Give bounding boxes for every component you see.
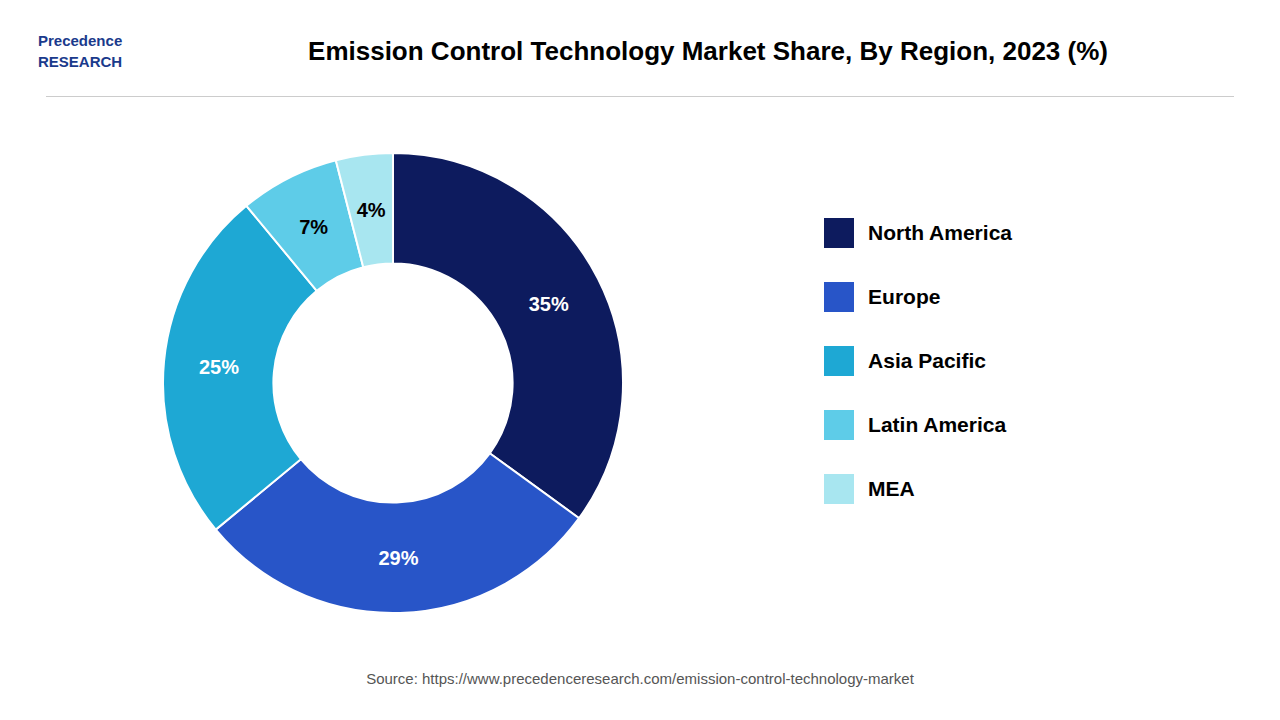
svg-text:29%: 29% (378, 547, 418, 569)
svg-text:25%: 25% (199, 356, 239, 378)
html-text:Latin America: Latin America (868, 413, 1007, 436)
html-text:Precedence: Precedence (38, 32, 123, 49)
html-text:Source: https://www.precedence: Source: https://www.precedenceresearch.c… (366, 670, 914, 687)
svg-text:4%: 4% (357, 199, 386, 221)
svg-text:35%: 35% (529, 293, 569, 315)
html-text:Europe: Europe (868, 285, 941, 308)
html-text:Emission Control Technology Ma: Emission Control Technology Market Share… (308, 36, 1108, 66)
html-text:Asia Pacific: Asia Pacific (868, 349, 986, 372)
svg-text:7%: 7% (299, 216, 328, 238)
html-text:MEA: MEA (868, 477, 915, 500)
html-text:RESEARCH: RESEARCH (38, 53, 123, 70)
html-text:North America: North America (868, 221, 1012, 244)
